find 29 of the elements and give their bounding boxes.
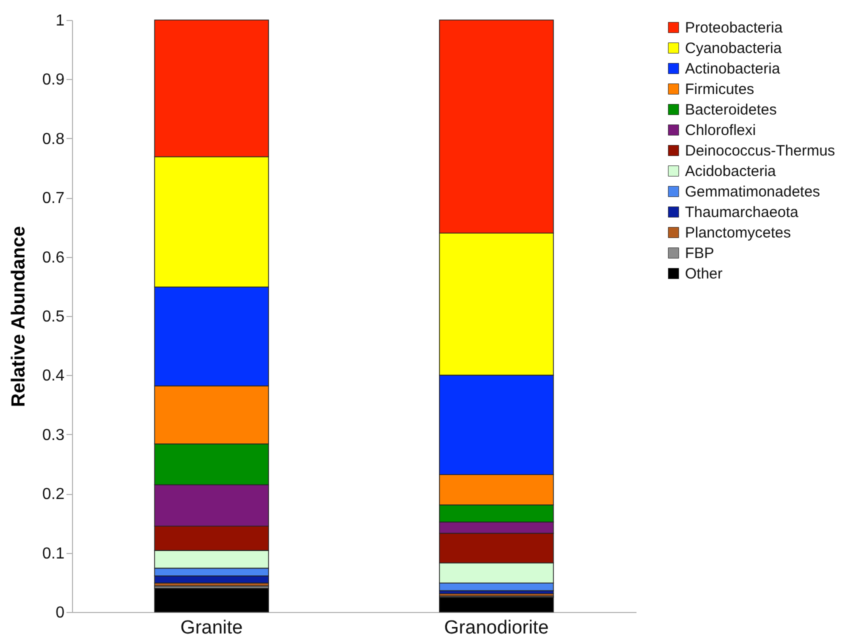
bar: [154, 588, 269, 612]
legend-label: Other: [685, 266, 723, 282]
y-tick-label: 0: [56, 604, 65, 622]
legend-label: Actinobacteria: [685, 60, 781, 78]
legend-label: Chloroflexi: [685, 122, 756, 139]
y-tick-label: 0.9: [42, 72, 65, 89]
y-tick-label: 0.3: [42, 426, 65, 444]
y-axis-title: Relative Abundance: [8, 226, 30, 407]
y-tick-label: 0.6: [42, 249, 65, 266]
legend-label: Deinococcus-Thermus: [685, 142, 836, 160]
y-tick-label: 0.7: [42, 190, 65, 208]
legend-label: Planctomycetes: [685, 224, 791, 242]
legend-label: Gemmatimonadetes: [685, 184, 820, 200]
legend-label: Bacteroidetes: [685, 102, 777, 118]
legend-label: Proteobacteria: [685, 20, 784, 36]
legend-label: Firmicutes: [685, 81, 754, 98]
y-tick-label: 0.4: [42, 368, 65, 385]
y-tick-label: 0.5: [42, 308, 65, 326]
x-tick-label: Granodiorite: [444, 618, 549, 638]
legend-label: FBP: [685, 245, 714, 262]
legend-label: Acidobacteria: [685, 163, 777, 180]
legend-label: Thaumarchaeota: [685, 204, 800, 221]
y-tick-label: 1: [56, 12, 65, 30]
x-tick-label: Granite: [180, 618, 243, 638]
y-tick-label: 0.2: [42, 486, 65, 504]
y-tick-label: 0.8: [42, 130, 65, 148]
y-tick-label: 0.1: [42, 545, 65, 562]
bar: [439, 596, 554, 612]
legend-label: Cyanobacteria: [685, 40, 782, 57]
